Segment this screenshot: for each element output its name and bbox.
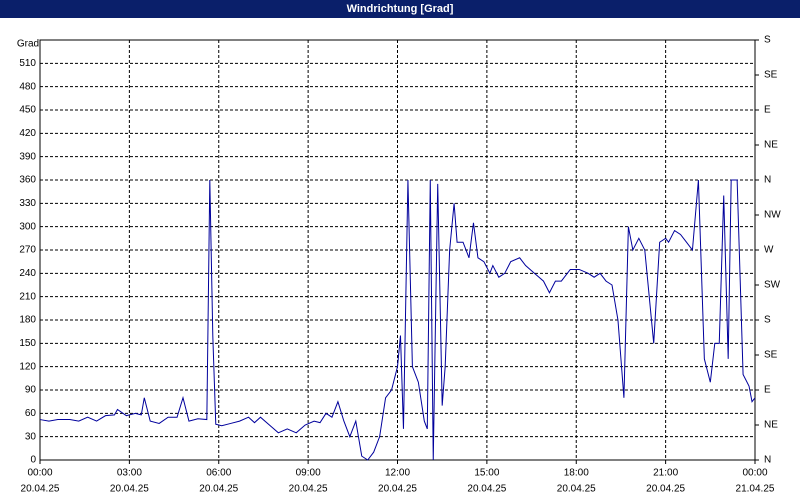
y-tick-label: 210 — [19, 291, 36, 302]
x-tick-label: 09:00 — [296, 468, 321, 479]
y-tick-label: 360 — [19, 175, 36, 186]
x-tick-date: 21.04.25 — [736, 484, 775, 495]
y-tick-label: 90 — [25, 385, 37, 396]
x-tick-date: 20.04.25 — [557, 484, 596, 495]
x-tick-date: 20.04.25 — [646, 484, 685, 495]
y2-tick-label: W — [764, 245, 774, 256]
y2-tick-label: E — [764, 385, 771, 396]
y2-tick-label: N — [764, 455, 771, 466]
x-tick-date: 20.04.25 — [378, 484, 417, 495]
y-tick-label: 150 — [19, 338, 36, 349]
x-tick-date: 20.04.25 — [199, 484, 238, 495]
y2-tick-label: SW — [764, 280, 781, 291]
x-tick-date: 20.04.25 — [110, 484, 149, 495]
x-tick-date: 20.04.25 — [289, 484, 328, 495]
y-tick-label: 480 — [19, 81, 36, 92]
chart-title: Windrichtung [Grad] — [347, 3, 454, 15]
y2-tick-label: N — [764, 175, 771, 186]
x-tick-label: 00:00 — [742, 468, 767, 479]
y-tick-label: 0 — [30, 455, 36, 466]
x-tick-label: 15:00 — [474, 468, 499, 479]
x-tick-label: 21:00 — [653, 468, 678, 479]
x-tick-label: 12:00 — [385, 468, 410, 479]
data-line — [39, 179, 756, 461]
y2-tick-label: SE — [764, 70, 778, 81]
title-bar — [0, 0, 800, 18]
y-tick-label: 30 — [25, 431, 37, 442]
y-tick-label: 390 — [19, 151, 36, 162]
y-tick-label: 180 — [19, 315, 36, 326]
y2-tick-label: NE — [764, 140, 778, 151]
y-tick-label: 240 — [19, 268, 36, 279]
y-tick-label: 300 — [19, 221, 36, 232]
y2-tick-label: S — [764, 315, 771, 326]
x-tick-date: 20.04.25 — [467, 484, 506, 495]
y-tick-label: 330 — [19, 198, 36, 209]
y-tick-label: 510 — [19, 58, 36, 69]
y2-tick-label: NW — [764, 210, 781, 221]
x-tick-label: 00:00 — [27, 468, 52, 479]
y-axis-label: Grad — [17, 39, 39, 50]
y2-tick-label: NE — [764, 420, 778, 431]
y2-tick-label: SE — [764, 350, 778, 361]
x-tick-date: 20.04.25 — [21, 484, 60, 495]
y-tick-label: 270 — [19, 245, 36, 256]
x-tick-label: 18:00 — [564, 468, 589, 479]
x-tick-label: 06:00 — [206, 468, 231, 479]
y-tick-label: 420 — [19, 128, 36, 139]
y-tick-label: 60 — [25, 408, 37, 419]
y-tick-label: 120 — [19, 361, 36, 372]
y2-tick-label: S — [764, 35, 771, 46]
y2-tick-label: E — [764, 105, 771, 116]
x-tick-label: 03:00 — [117, 468, 142, 479]
y-tick-label: 450 — [19, 105, 36, 116]
